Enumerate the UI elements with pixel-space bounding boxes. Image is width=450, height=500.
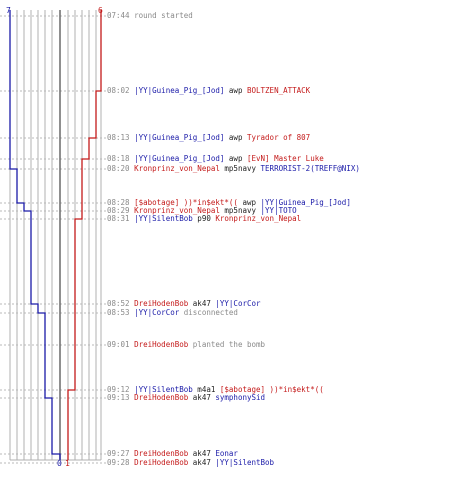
- weapon-text: mp5navy: [219, 164, 261, 173]
- weapon-text: ak47: [188, 458, 216, 467]
- weapon-text: ak47: [188, 299, 216, 308]
- red-player-name: DreiHodenBob: [134, 340, 189, 349]
- event-time: 09:01: [107, 340, 135, 349]
- event-dash-lines: [0, 15, 106, 464]
- player-count-grid: [9, 10, 102, 460]
- event-row: 08:53 |YY|CorCor disconnected: [107, 309, 238, 317]
- event-time: 09:28: [107, 458, 135, 467]
- event-time: 08:29: [107, 206, 135, 215]
- weapon-text: awp: [237, 198, 261, 207]
- weapon-text: p90: [192, 214, 216, 223]
- red-player-name: DreiHodenBob: [134, 393, 189, 402]
- blue-player-name: |YY|SilentBob: [134, 214, 193, 223]
- event-row: 08:29 Kronprinz_von_Nepal mp5navy |YY|TO…: [107, 207, 297, 215]
- event-time: 08:13: [107, 133, 135, 142]
- event-row: 09:27 DreiHodenBob ak47 Eonar: [107, 450, 238, 458]
- event-text: round started: [134, 11, 193, 20]
- weapon-text: mp5navy: [219, 206, 261, 215]
- event-time: 08:28: [107, 198, 135, 207]
- red-player-name: [$abotage] ))*in$ekt*((: [219, 385, 324, 394]
- event-time: 09:12: [107, 385, 135, 394]
- red-player-name: [$abotage] ))*in$ekt*((: [134, 198, 238, 207]
- event-row: 08:20 Kronprinz_von_Nepal mp5navy TERROR…: [107, 165, 360, 173]
- blue-player-name: TERRORIST-2(TREFF@NIX): [260, 164, 360, 173]
- red-end-count: 1: [65, 459, 70, 468]
- event-row: 09:28 DreiHodenBob ak47 |YY|SilentBob: [107, 459, 274, 467]
- weapon-text: awp: [224, 154, 247, 163]
- event-row: 08:28 [$abotage] ))*in$ekt*(( awp |YY|Gu…: [107, 199, 351, 207]
- event-time: 08:18: [107, 154, 135, 163]
- weapon-text: ak47: [188, 449, 216, 458]
- weapon-text: m4a1: [192, 385, 220, 394]
- red-player-name: Kronprinz_von_Nepal: [134, 206, 220, 215]
- weapon-text: awp: [224, 133, 247, 142]
- event-time: 08:53: [107, 308, 135, 317]
- blue-player-name: |YY|Guinea_Pig_[Jod]: [134, 86, 225, 95]
- blue-player-name: |YY|CorCor: [134, 308, 180, 317]
- blue-player-name: |YY|SilentBob: [215, 458, 275, 467]
- blue-player-name: |YY|Guinea_Pig_[Jod]: [134, 154, 225, 163]
- event-row: 08:18 |YY|Guinea_Pig_[Jod] awp [EvN] Mas…: [107, 155, 324, 163]
- blue-start-count: 7: [6, 6, 11, 15]
- blue-player-name: Eonar: [215, 449, 238, 458]
- event-row: 09:13 DreiHodenBob ak47 symphonySid: [107, 394, 265, 402]
- red-player-name: DreiHodenBob: [134, 449, 189, 458]
- event-row: 08:13 |YY|Guinea_Pig_[Jod] awp Tyrador o…: [107, 134, 310, 142]
- event-row: 09:01 DreiHodenBob planted the bomb: [107, 341, 265, 349]
- blue-player-name: |YY|SilentBob: [134, 385, 193, 394]
- event-time: 09:13: [107, 393, 135, 402]
- event-time: 09:27: [107, 449, 135, 458]
- event-time: 08:20: [107, 164, 135, 173]
- red-player-name: DreiHodenBob: [134, 458, 189, 467]
- event-time: 08:02: [107, 86, 135, 95]
- event-row: 09:12 |YY|SilentBob m4a1 [$abotage] ))*i…: [107, 386, 324, 394]
- blue-end-count: 0: [57, 459, 62, 468]
- event-row: 08:02 |YY|Guinea_Pig_[Jod] awp BOLTZEN_A…: [107, 87, 310, 95]
- red-player-name: Kronprinz_von_Nepal: [215, 214, 302, 223]
- red-player-name: Tyrador of 807: [246, 133, 311, 142]
- blue-player-name: |YY|TOTO: [260, 206, 297, 215]
- red-player-name: [EvN] Master Luke: [246, 154, 324, 163]
- event-row: 07:44 round started: [107, 12, 193, 20]
- red-team-alive-line: [67, 10, 102, 460]
- team-count-chart: [0, 10, 106, 464]
- event-time: 08:52: [107, 299, 135, 308]
- red-start-count: 6: [98, 6, 103, 15]
- event-time: 07:44: [107, 11, 135, 20]
- blue-team-alive-line: [9, 10, 61, 460]
- blue-player-name: |YY|Guinea_Pig_[Jod]: [134, 133, 225, 142]
- event-text: planted the bomb: [188, 340, 266, 349]
- weapon-text: awp: [224, 86, 247, 95]
- red-player-name: BOLTZEN_ATTACK: [246, 86, 311, 95]
- event-time: 08:31: [107, 214, 135, 223]
- blue-player-name: symphonySid: [215, 393, 266, 402]
- event-text: disconnected: [179, 308, 238, 317]
- blue-player-name: |YY|Guinea_Pig_[Jod]: [260, 198, 351, 207]
- weapon-text: ak47: [188, 393, 216, 402]
- red-player-name: DreiHodenBob: [134, 299, 189, 308]
- event-row: 08:52 DreiHodenBob ak47 |YY|CorCor: [107, 300, 261, 308]
- event-row: 08:31 |YY|SilentBob p90 Kronprinz_von_Ne…: [107, 215, 301, 223]
- red-player-name: Kronprinz_von_Nepal: [134, 164, 220, 173]
- blue-player-name: |YY|CorCor: [215, 299, 261, 308]
